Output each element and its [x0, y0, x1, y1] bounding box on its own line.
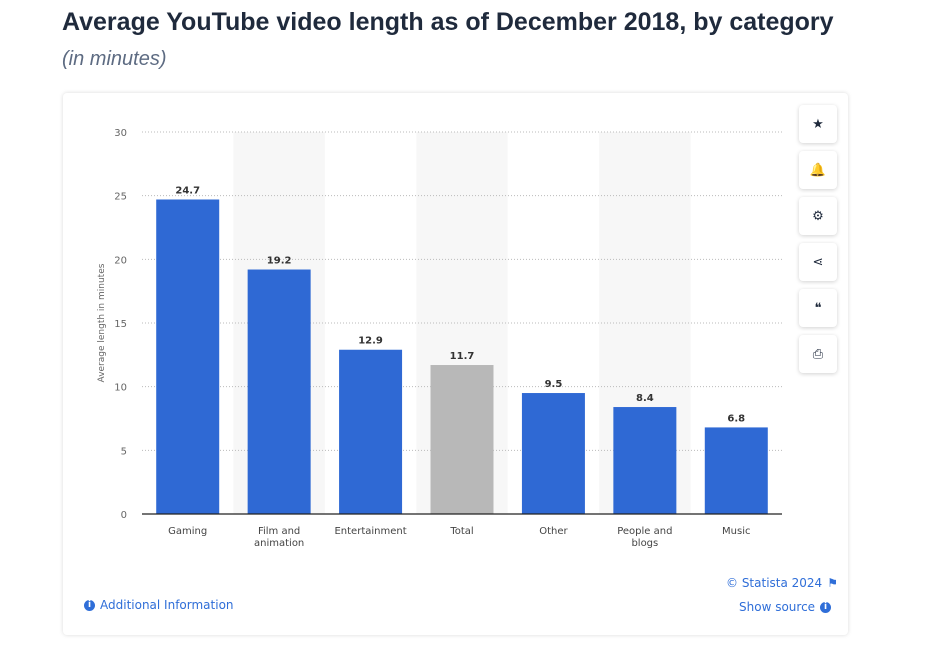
data-label: 24.7 [175, 185, 200, 196]
bar [156, 199, 220, 514]
x-tick-label: Entertainment [334, 526, 406, 537]
additional-information-link[interactable]: i Additional Information [84, 598, 234, 612]
gear-icon: ⚙ [812, 208, 824, 224]
gear-button[interactable]: ⚙ [799, 197, 837, 235]
bar [613, 407, 677, 514]
print-button[interactable]: ⎙ [799, 335, 837, 373]
y-axis-label: Average length in minutes [97, 263, 107, 382]
info-icon: i [84, 599, 95, 611]
bar [430, 365, 494, 514]
bar [339, 349, 403, 514]
info-icon: i [820, 601, 832, 613]
y-tick-label: 0 [121, 510, 127, 521]
quote-icon: ❝ [814, 300, 822, 316]
x-tick-label: Music [722, 526, 750, 537]
data-label: 6.8 [727, 413, 745, 424]
x-tick-label: Total [449, 526, 473, 537]
page-title: Average YouTube video length as of Decem… [62, 8, 834, 36]
data-label: 11.7 [450, 351, 475, 362]
x-tick-label: Film and animation [254, 526, 304, 549]
data-label: 9.5 [545, 379, 563, 390]
star-button[interactable]: ★ [799, 105, 837, 143]
bar [247, 269, 311, 514]
bell-icon: 🔔 [809, 162, 827, 178]
y-tick-label: 20 [114, 255, 127, 266]
page-subtitle: (in minutes) [62, 48, 167, 70]
x-tick-label: Gaming [168, 526, 207, 537]
bell-button[interactable]: 🔔 [799, 151, 837, 189]
additional-information-text: Additional Information [100, 598, 234, 612]
star-icon: ★ [812, 116, 824, 132]
data-label: 12.9 [358, 336, 383, 347]
data-label: 8.4 [636, 393, 654, 404]
y-tick-label: 5 [121, 446, 127, 457]
show-source-link[interactable]: Show source i [739, 600, 832, 614]
data-label: 19.2 [267, 256, 292, 267]
quote-button[interactable]: ❝ [799, 289, 837, 327]
y-tick-label: 25 [114, 192, 127, 203]
share-button[interactable]: ⋖ [799, 243, 837, 281]
y-tick-label: 30 [114, 128, 127, 139]
print-icon: ⎙ [812, 346, 824, 362]
share-icon: ⋖ [812, 254, 824, 270]
bar [521, 393, 585, 514]
x-tick-label: Other [539, 526, 568, 537]
x-tick-label: People and blogs [617, 526, 672, 549]
flag-icon: ⚑ [827, 576, 838, 590]
y-tick-label: 15 [114, 319, 127, 330]
bar [704, 427, 768, 514]
show-source-text: Show source [739, 600, 816, 614]
y-tick-label: 10 [114, 383, 127, 394]
copyright-link[interactable]: © Statista 2024 ⚑ [726, 576, 838, 590]
copyright-text: © Statista 2024 [726, 576, 823, 590]
